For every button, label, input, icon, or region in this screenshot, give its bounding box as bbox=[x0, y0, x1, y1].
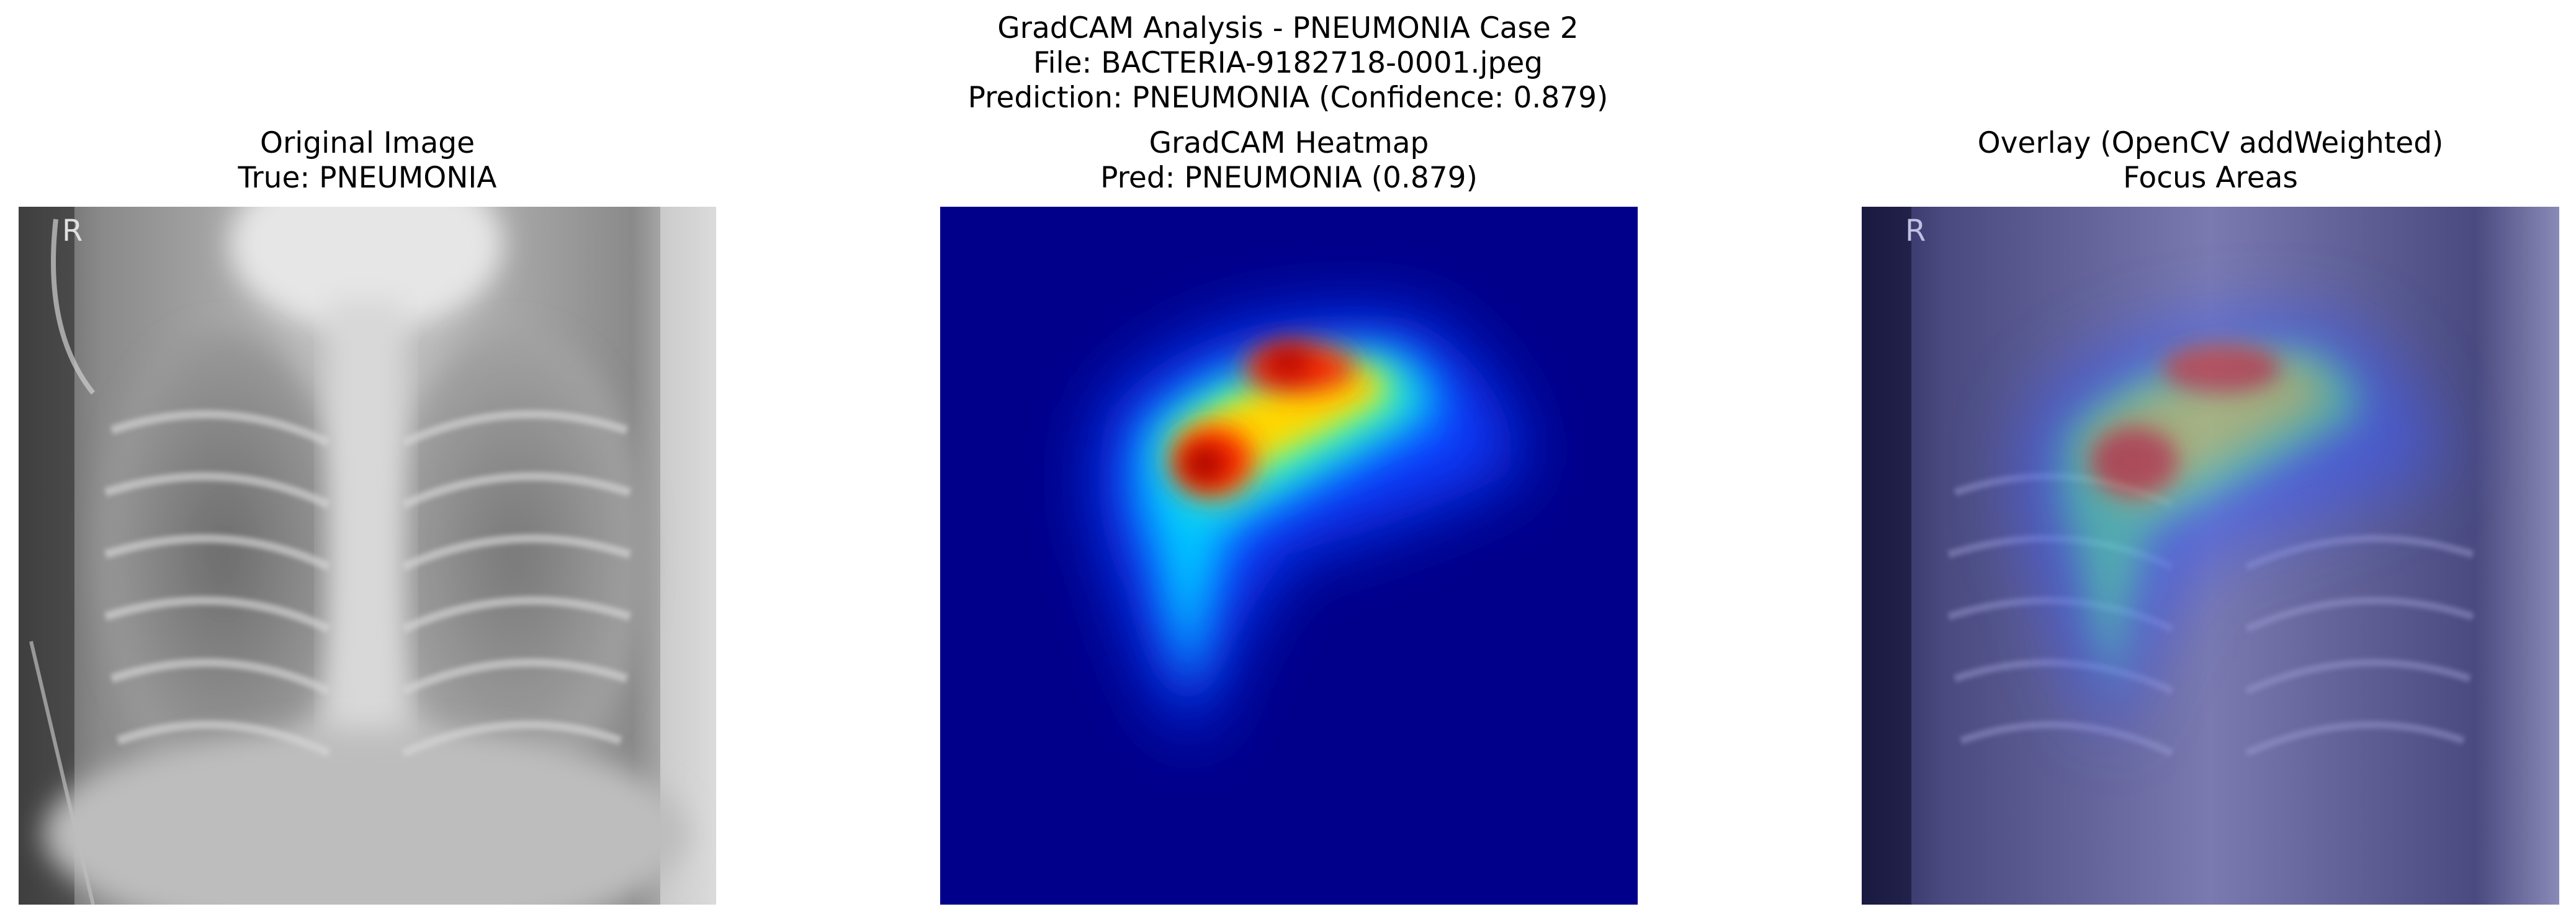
gradcam-heatmap-image bbox=[940, 207, 1638, 905]
panel-title-heatmap-line1: GradCAM Heatmap bbox=[1149, 126, 1429, 160]
overlay-image: R bbox=[1862, 207, 2559, 905]
panel-title-overlay-line2: Focus Areas bbox=[2123, 161, 2298, 195]
panel-title-original-line1: Original Image bbox=[259, 126, 475, 160]
title-line-1: GradCAM Analysis - PNEUMONIA Case 2 bbox=[997, 11, 1579, 45]
title-line-3: Prediction: PNEUMONIA (Confidence: 0.879… bbox=[967, 81, 1609, 115]
panel-title-heatmap-line2: Pred: PNEUMONIA (0.879) bbox=[1100, 161, 1478, 195]
xray-marker-label: R bbox=[62, 214, 83, 248]
panel-title-heatmap: GradCAM Heatmap Pred: PNEUMONIA (0.879) bbox=[940, 126, 1638, 196]
xray-graphic: R bbox=[19, 207, 716, 905]
overlay-marker-label: R bbox=[1905, 214, 1926, 248]
panel-title-overlay: Overlay (OpenCV addWeighted) Focus Areas bbox=[1862, 126, 2559, 196]
original-xray-image: R bbox=[19, 207, 716, 905]
figure-title: GradCAM Analysis - PNEUMONIA Case 2 File… bbox=[0, 11, 2576, 115]
panel-title-overlay-line1: Overlay (OpenCV addWeighted) bbox=[1977, 126, 2444, 160]
heatmap-graphic bbox=[940, 207, 1638, 905]
title-line-2: File: BACTERIA-9182718-0001.jpeg bbox=[1033, 46, 1543, 80]
panel-title-original-line2: True: PNEUMONIA bbox=[238, 161, 497, 195]
overlay-graphic: R bbox=[1862, 207, 2559, 905]
panel-title-original: Original Image True: PNEUMONIA bbox=[19, 126, 716, 196]
